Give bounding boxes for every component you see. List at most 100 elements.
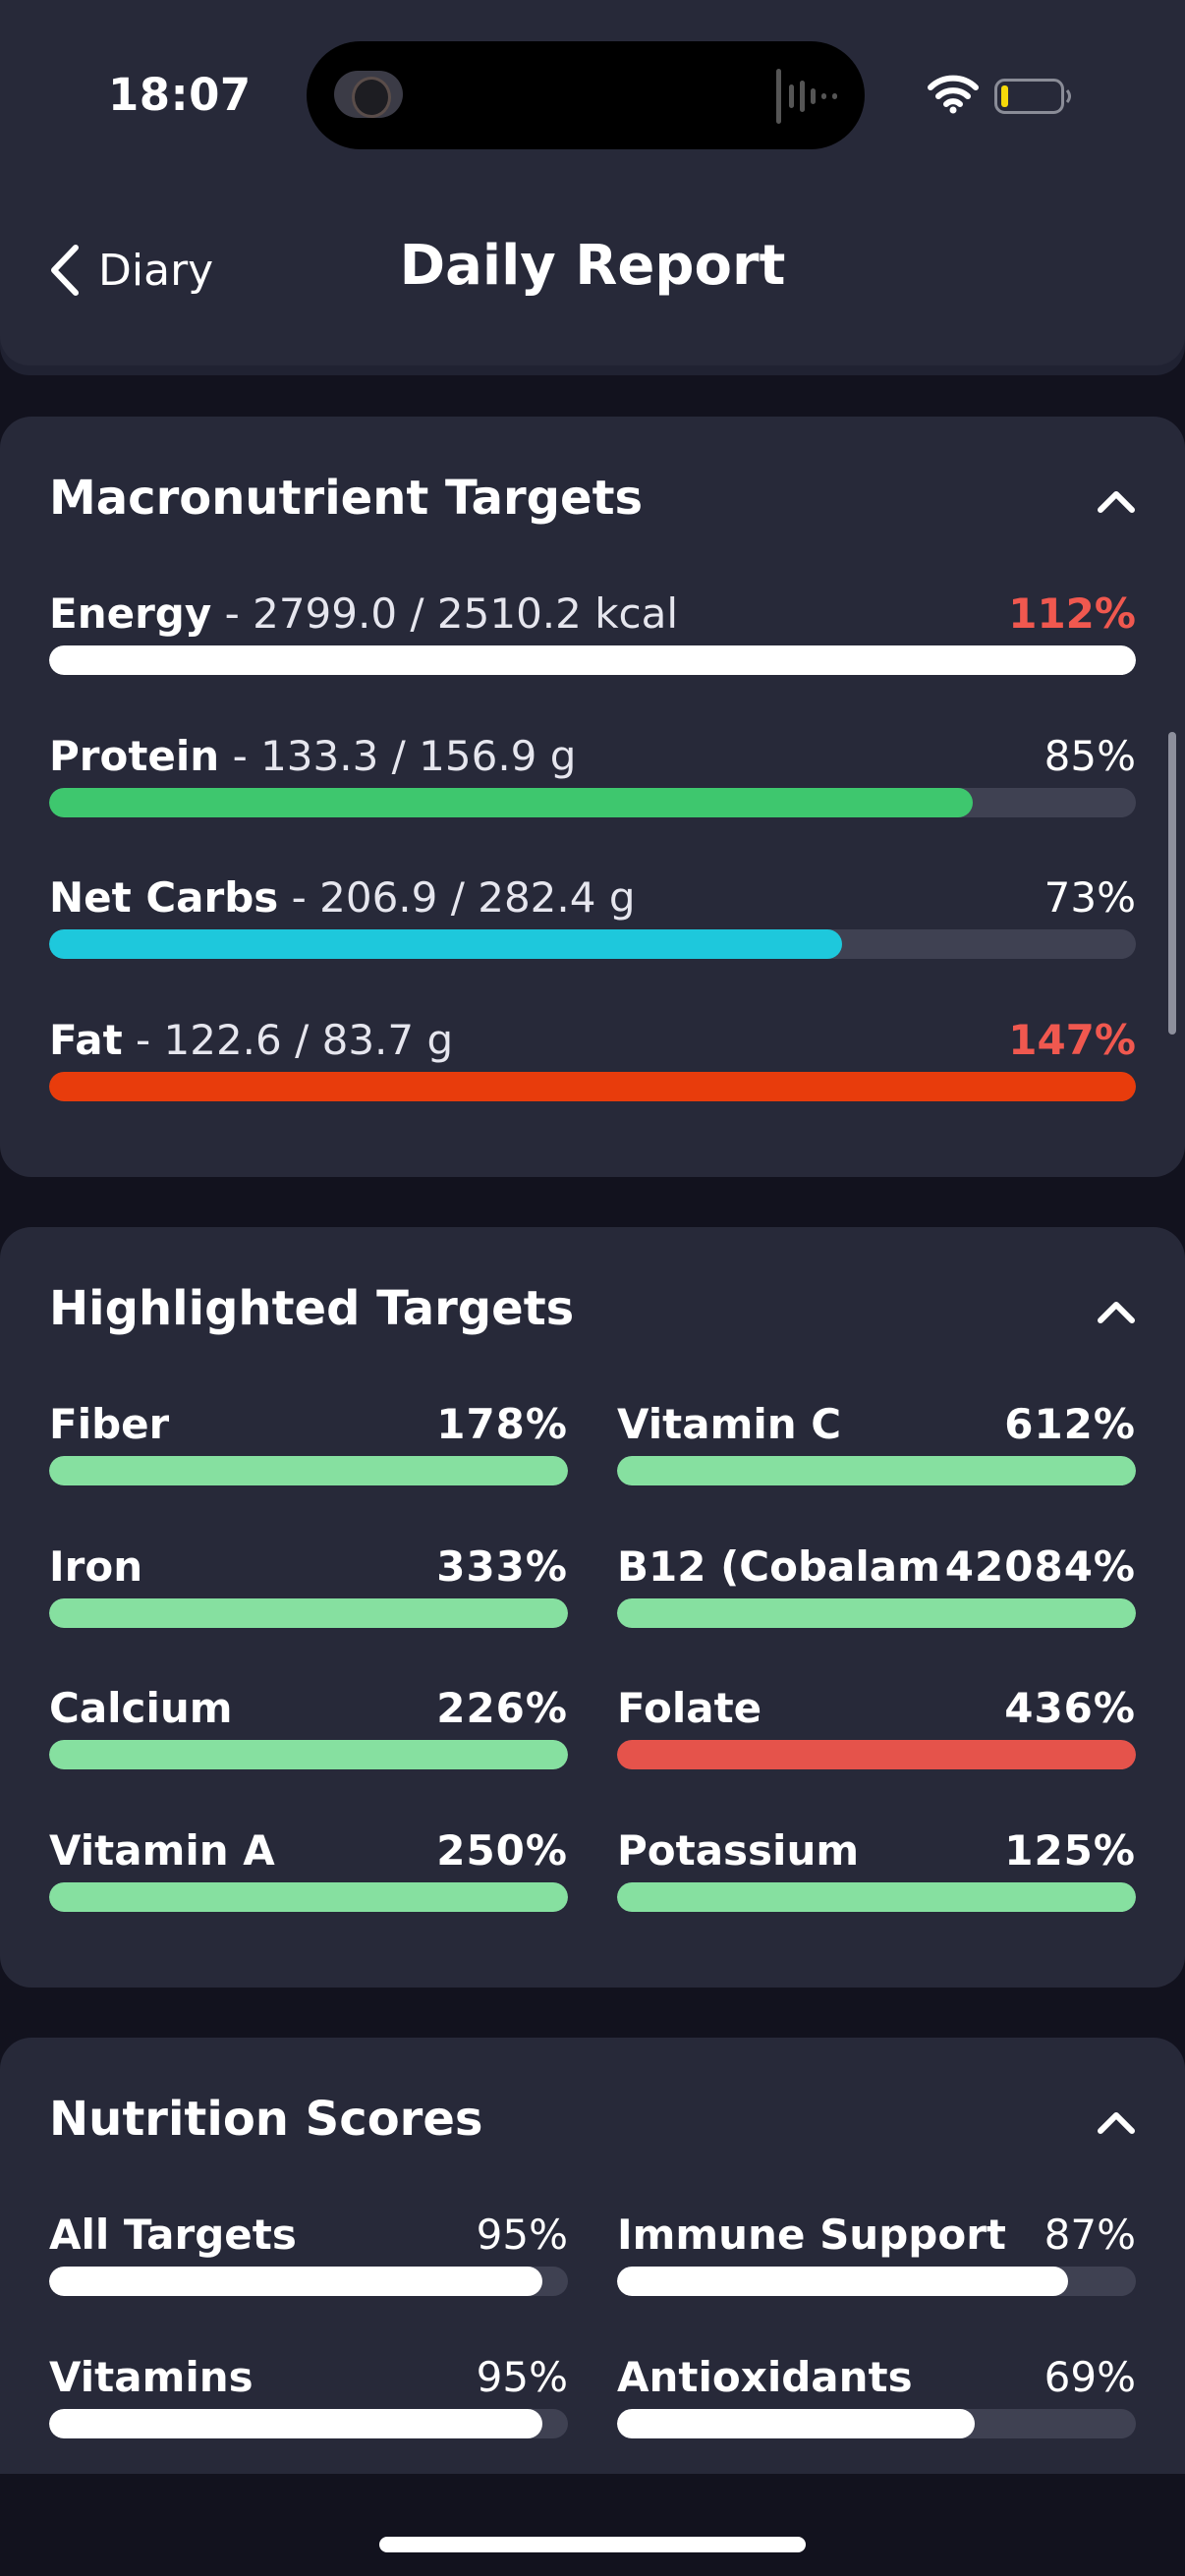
target-name: Iron [49, 1542, 143, 1591]
target-percent: 178% [430, 1400, 568, 1448]
macro-percent: 112% [1008, 589, 1136, 638]
progress-track [49, 2267, 568, 2296]
chevron-up-icon[interactable] [1087, 1283, 1146, 1342]
progress-fill [49, 1072, 1136, 1101]
card-title: Macronutrient Targets [49, 471, 644, 526]
progress-track [617, 1882, 1136, 1912]
highlighted-targets-card: Highlighted Targets Fiber 178% Vitamin C… [0, 1227, 1185, 1988]
progress-fill [49, 645, 1136, 675]
progress-track [617, 1740, 1136, 1769]
score-immune-support[interactable]: Immune Support 87% [617, 2211, 1136, 2309]
target-vitamin-a[interactable]: Vitamin A 250% [49, 1826, 568, 1925]
scrollbar[interactable] [1168, 732, 1176, 1035]
target-percent: 612% [998, 1400, 1136, 1448]
target-name: Potassium [617, 1826, 860, 1875]
battery-icon [994, 79, 1071, 114]
progress-track [49, 1740, 568, 1769]
score-name: Antioxidants [617, 2353, 913, 2401]
target-percent: 436% [998, 1684, 1136, 1732]
progress-track [617, 2267, 1136, 2296]
chevron-left-icon [51, 245, 79, 296]
score-antioxidants[interactable]: Antioxidants 69% [617, 2353, 1136, 2451]
progress-fill [617, 1882, 1136, 1912]
progress-fill [49, 1740, 568, 1769]
page-title: Daily Report [399, 234, 786, 298]
macro-percent: 73% [1044, 873, 1136, 922]
macro-amount: - 206.9 / 282.4 g [278, 873, 636, 922]
macro-row-energy: Energy - 2799.0 / 2510.2 kcal 112% [49, 589, 1136, 688]
progress-fill [49, 1456, 568, 1485]
progress-track [49, 788, 1136, 817]
progress-fill [617, 1740, 1136, 1769]
macro-label: Net Carbs - 206.9 / 282.4 g [49, 873, 635, 922]
score-percent: 95% [470, 2211, 568, 2259]
target-vitamin-c[interactable]: Vitamin C 612% [617, 1400, 1136, 1498]
home-indicator[interactable] [379, 2537, 806, 2552]
progress-track [617, 1598, 1136, 1628]
score-name: All Targets [49, 2211, 297, 2259]
score-vitamins[interactable]: Vitamins 95% [49, 2353, 568, 2451]
card-title: Nutrition Scores [49, 2092, 483, 2147]
progress-track [49, 1456, 568, 1485]
target-name: Calcium [49, 1684, 233, 1732]
macro-amount: - 133.3 / 156.9 g [219, 732, 577, 780]
macro-percent: 147% [1008, 1016, 1136, 1064]
macro-name: Fat [49, 1016, 123, 1064]
progress-fill [49, 2267, 542, 2296]
dynamic-island [307, 41, 865, 149]
target-percent: 250% [430, 1826, 568, 1875]
macro-row-net-carbs: Net Carbs - 206.9 / 282.4 g 73% [49, 873, 1136, 972]
macro-label: Fat - 122.6 / 83.7 g [49, 1016, 453, 1064]
target-percent: 333% [430, 1542, 568, 1591]
card-title: Highlighted Targets [49, 1281, 575, 1336]
target-folate[interactable]: Folate 436% [617, 1684, 1136, 1782]
progress-fill [49, 788, 974, 817]
back-button[interactable]: Diary [49, 236, 213, 305]
target-percent: 42084% [938, 1542, 1136, 1591]
target-fiber[interactable]: Fiber 178% [49, 1400, 568, 1498]
progress-track [49, 1072, 1136, 1101]
progress-track [49, 645, 1136, 675]
island-avatar [334, 71, 403, 118]
target-name: Fiber [49, 1400, 170, 1448]
target-name: Vitamin C [617, 1400, 842, 1448]
target-percent: 125% [998, 1826, 1136, 1875]
target-percent: 226% [430, 1684, 568, 1732]
back-label: Diary [98, 245, 214, 296]
progress-fill [49, 1882, 568, 1912]
progress-track [49, 1598, 568, 1628]
target-b12[interactable]: B12 (Cobalamin) 42084% [617, 1542, 1136, 1641]
target-name: B12 (Cobalamin) [617, 1542, 951, 1591]
progress-track [617, 2409, 1136, 2438]
status-time: 18:07 [108, 69, 252, 121]
score-percent: 69% [1038, 2353, 1136, 2401]
audio-wave-icon [776, 69, 837, 124]
target-calcium[interactable]: Calcium 226% [49, 1684, 568, 1782]
macro-label: Protein - 133.3 / 156.9 g [49, 732, 576, 780]
progress-track [49, 929, 1136, 959]
target-potassium[interactable]: Potassium 125% [617, 1826, 1136, 1925]
progress-fill [49, 2409, 542, 2438]
macronutrient-targets-card: Macronutrient Targets Energy - 2799.0 / … [0, 417, 1185, 1177]
macro-percent: 85% [1044, 732, 1136, 780]
macro-name: Protein [49, 732, 220, 780]
progress-fill [617, 1456, 1136, 1485]
score-percent: 87% [1038, 2211, 1136, 2259]
score-name: Immune Support [617, 2211, 1006, 2259]
macro-label: Energy - 2799.0 / 2510.2 kcal [49, 589, 678, 638]
macro-row-fat: Fat - 122.6 / 83.7 g 147% [49, 1016, 1136, 1114]
macro-name: Energy [49, 589, 212, 638]
macro-name: Net Carbs [49, 873, 279, 922]
chevron-up-icon[interactable] [1087, 473, 1146, 532]
target-iron[interactable]: Iron 333% [49, 1542, 568, 1641]
progress-track [49, 2409, 568, 2438]
progress-fill [617, 2409, 976, 2438]
macro-amount: - 2799.0 / 2510.2 kcal [211, 589, 679, 638]
chevron-up-icon[interactable] [1087, 2094, 1146, 2153]
progress-fill [49, 1598, 568, 1628]
macro-amount: - 122.6 / 83.7 g [122, 1016, 454, 1064]
macro-row-protein: Protein - 133.3 / 156.9 g 85% [49, 732, 1136, 830]
score-all-targets[interactable]: All Targets 95% [49, 2211, 568, 2309]
wifi-icon [928, 75, 979, 114]
progress-fill [617, 2267, 1069, 2296]
